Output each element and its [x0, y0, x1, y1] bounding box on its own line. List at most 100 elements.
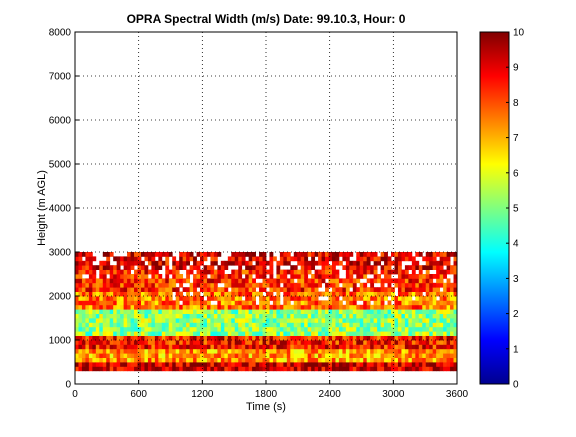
heatmap-cell [179, 256, 184, 262]
heatmap-cell [345, 291, 350, 297]
heatmap-cell [328, 331, 333, 336]
heatmap-cell [276, 366, 281, 372]
heatmap-cell [335, 348, 340, 354]
heatmap-cell [78, 278, 83, 284]
heatmap-cell [241, 287, 246, 292]
heatmap-cell [387, 304, 392, 310]
heatmap-cell [356, 326, 361, 332]
heatmap-cell [304, 322, 309, 328]
heatmap-cell [213, 357, 218, 363]
heatmap-cell [266, 282, 270, 288]
heatmap-cell [113, 353, 118, 358]
heatmap-cell [304, 353, 309, 358]
heatmap-cell [245, 300, 250, 306]
heatmap-cell [255, 335, 260, 341]
heatmap-cell [113, 274, 118, 279]
heatmap-cell [259, 287, 263, 292]
heatmap-cell [168, 282, 173, 288]
heatmap-cell [290, 265, 295, 270]
heatmap-cell [102, 322, 107, 328]
heatmap-cell [106, 331, 111, 336]
heatmap-cell [373, 291, 378, 297]
heatmap-cell [429, 309, 434, 314]
heatmap-cell [304, 309, 309, 314]
heatmap-cell [102, 348, 107, 354]
heatmap-cell [134, 260, 138, 266]
heatmap-cell [450, 353, 454, 358]
heatmap-cell [321, 256, 326, 262]
heatmap-cell [338, 331, 343, 336]
heatmap-cell [269, 335, 274, 341]
heatmap-cell [81, 296, 86, 301]
heatmap-cell [116, 309, 121, 314]
heatmap-cell [165, 313, 170, 319]
heatmap-cell [231, 309, 236, 314]
heatmap-cell [391, 260, 395, 266]
heatmap-cell [331, 318, 336, 323]
heatmap-cell [422, 331, 427, 336]
heatmap-cell [331, 300, 336, 306]
heatmap-cell [140, 269, 145, 275]
heatmap-cell [113, 362, 118, 367]
heatmap-cell [331, 269, 336, 275]
heatmap-cell [269, 269, 274, 275]
heatmap-cell [158, 313, 163, 319]
heatmap-cell [248, 296, 253, 301]
heatmap-cell [450, 335, 454, 341]
heatmap-cell [154, 287, 159, 292]
heatmap-cell [450, 322, 454, 328]
heatmap-cell [92, 309, 97, 314]
heatmap-cell [134, 296, 138, 301]
heatmap-cell [75, 322, 79, 328]
heatmap-cell [370, 357, 375, 363]
heatmap-cell [102, 300, 107, 306]
heatmap-cell [217, 326, 222, 332]
heatmap-cell [432, 300, 437, 306]
heatmap-cell [78, 362, 83, 367]
heatmap-cell [394, 366, 399, 372]
heatmap-cell [186, 353, 190, 358]
heatmap-cell [140, 274, 145, 279]
heatmap-cell [380, 309, 385, 314]
heatmap-cell [123, 362, 128, 367]
heatmap-cell [331, 252, 336, 257]
heatmap-cell [172, 362, 177, 367]
heatmap-cell [373, 326, 378, 332]
heatmap-cell [304, 326, 309, 332]
heatmap-cell [130, 318, 135, 323]
heatmap-cell [206, 344, 211, 350]
heatmap-cell [137, 326, 142, 332]
heatmap-cell [120, 326, 125, 332]
heatmap-cell [331, 357, 336, 363]
heatmap-cell [397, 296, 402, 301]
heatmap-cell [231, 274, 236, 279]
heatmap-cell [446, 326, 451, 332]
heatmap-cell [266, 318, 270, 323]
heatmap-cell [255, 340, 260, 345]
heatmap-cell [85, 260, 90, 266]
heatmap-cell [99, 274, 104, 279]
heatmap-cell [78, 335, 83, 341]
heatmap-cell [252, 331, 256, 336]
heatmap-cell [217, 340, 222, 345]
heatmap-cell [439, 357, 444, 363]
x-tick-label: 1200 [191, 389, 214, 400]
heatmap-cell [387, 291, 392, 297]
heatmap-cell [161, 362, 166, 367]
heatmap-cell [113, 348, 118, 354]
heatmap-cell [109, 278, 114, 284]
colorbar-tick-label: 0 [513, 380, 519, 391]
heatmap-cell [165, 252, 170, 257]
heatmap-cell [422, 300, 427, 306]
heatmap-cell [377, 326, 381, 332]
heatmap-cell [304, 274, 309, 279]
heatmap-cell [238, 274, 243, 279]
heatmap-cell [78, 296, 83, 301]
heatmap-cell [120, 256, 125, 262]
heatmap-cell [391, 287, 395, 292]
heatmap-cell [325, 331, 329, 336]
heatmap-cell [269, 348, 274, 354]
heatmap-cell [394, 296, 399, 301]
heatmap-cell [144, 278, 149, 284]
heatmap-cell [259, 256, 263, 262]
